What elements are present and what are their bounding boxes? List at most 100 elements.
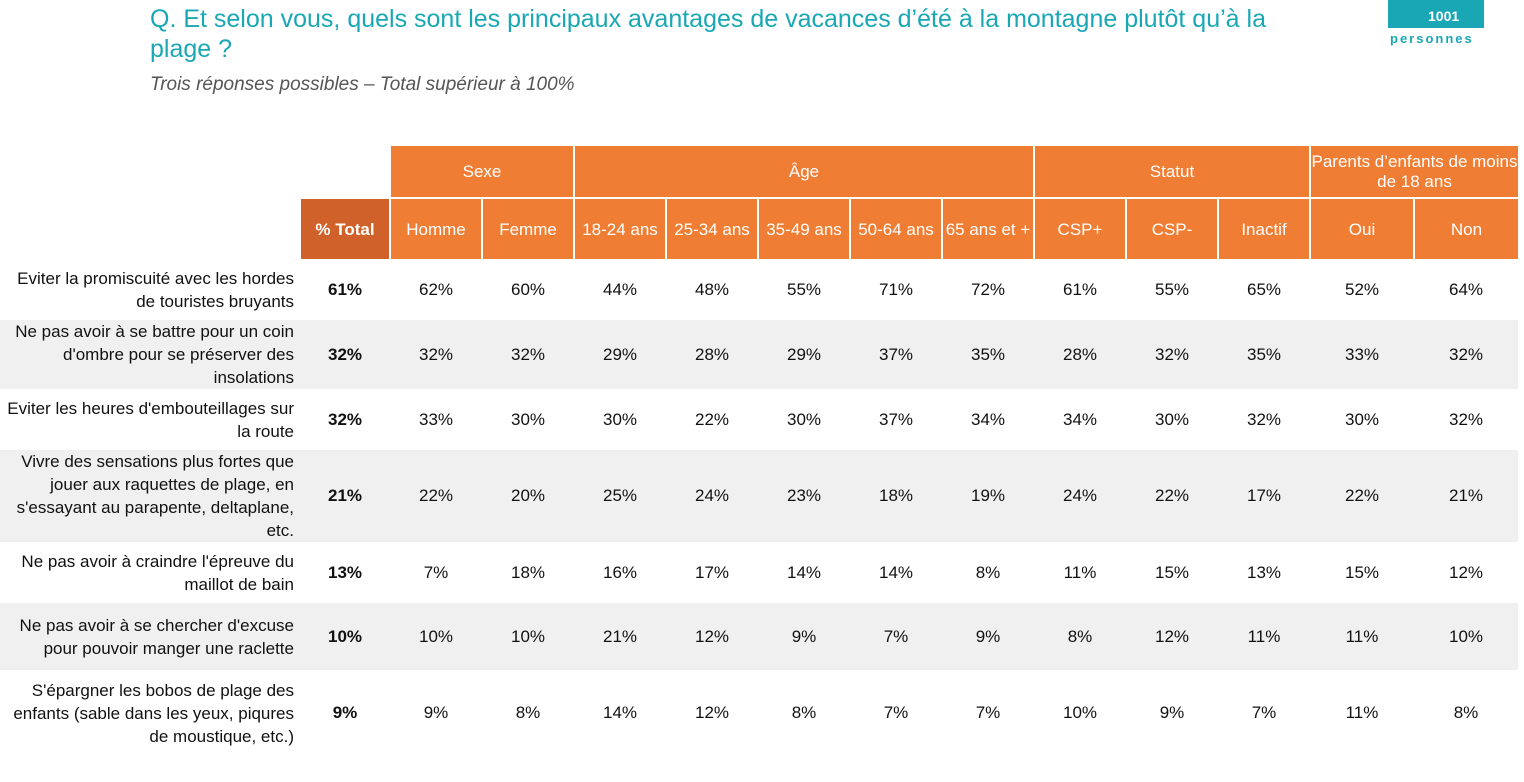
col-non: Non (1413, 197, 1518, 261)
total-cell: 10% (300, 600, 390, 672)
value-cell: 22% (390, 447, 482, 544)
value-cell: 10% (390, 600, 482, 672)
group-statut: Statut (1033, 146, 1310, 198)
row-label: Eviter les heures d'embouteillages sur l… (0, 389, 300, 449)
value-cell: 61% (1034, 259, 1126, 319)
value-cell: 12% (666, 670, 758, 754)
results-table: Sexe Âge Statut Parents d’enfants de moi… (0, 146, 1518, 754)
col-csp-minus: CSP- (1125, 197, 1218, 261)
value-cell: 10% (482, 600, 574, 672)
value-cell: 20% (482, 447, 574, 544)
value-cell: 30% (758, 389, 850, 449)
value-cell: 32% (1126, 317, 1218, 391)
value-cell: 11% (1310, 600, 1414, 672)
value-cell: 32% (390, 317, 482, 391)
row-label: Eviter la promiscuité avec les hordes de… (0, 259, 300, 319)
value-cell: 35% (1218, 317, 1310, 391)
value-cell: 48% (666, 259, 758, 319)
value-cell: 14% (574, 670, 666, 754)
value-cell: 15% (1310, 542, 1414, 602)
row-label: Vivre des sensations plus fortes que jou… (0, 447, 300, 544)
value-cell: 24% (666, 447, 758, 544)
value-cell: 37% (850, 317, 942, 391)
badge-number: 1001 (1428, 8, 1460, 24)
value-cell: 19% (942, 447, 1034, 544)
value-cell: 12% (666, 600, 758, 672)
value-cell: 7% (850, 600, 942, 672)
value-cell: 8% (758, 670, 850, 754)
group-header-row: Sexe Âge Statut Parents d’enfants de moi… (0, 146, 1518, 198)
value-cell: 32% (1414, 317, 1518, 391)
value-cell: 9% (942, 600, 1034, 672)
value-cell: 21% (1414, 447, 1518, 544)
total-cell: 13% (300, 542, 390, 602)
value-cell: 28% (1034, 317, 1126, 391)
col-total: % Total (299, 197, 390, 261)
value-cell: 30% (574, 389, 666, 449)
table-row: Vivre des sensations plus fortes que jou… (0, 447, 1518, 544)
col-oui: Oui (1309, 197, 1414, 261)
total-cell: 9% (300, 670, 390, 754)
col-csp-plus: CSP+ (1033, 197, 1126, 261)
value-cell: 10% (1414, 600, 1518, 672)
value-cell: 28% (666, 317, 758, 391)
value-cell: 17% (1218, 447, 1310, 544)
col-50-64: 50-64 ans (849, 197, 942, 261)
value-cell: 17% (666, 542, 758, 602)
value-cell: 16% (574, 542, 666, 602)
value-cell: 71% (850, 259, 942, 319)
value-cell: 52% (1310, 259, 1414, 319)
value-cell: 7% (390, 542, 482, 602)
col-18-24: 18-24 ans (573, 197, 666, 261)
total-cell: 32% (300, 317, 390, 391)
total-cell: 32% (300, 389, 390, 449)
value-cell: 18% (482, 542, 574, 602)
value-cell: 25% (574, 447, 666, 544)
value-cell: 14% (850, 542, 942, 602)
value-cell: 65% (1218, 259, 1310, 319)
table-row: Eviter les heures d'embouteillages sur l… (0, 389, 1518, 449)
table-row: Ne pas avoir à se chercher d'excuse pour… (0, 600, 1518, 672)
value-cell: 30% (1126, 389, 1218, 449)
value-cell: 7% (942, 670, 1034, 754)
question-subtitle: Trois réponses possibles – Total supérie… (150, 74, 575, 95)
value-cell: 9% (390, 670, 482, 754)
value-cell: 72% (942, 259, 1034, 319)
value-cell: 11% (1218, 600, 1310, 672)
col-homme: Homme (389, 197, 482, 261)
col-25-34: 25-34 ans (665, 197, 758, 261)
value-cell: 7% (850, 670, 942, 754)
value-cell: 37% (850, 389, 942, 449)
row-label: Ne pas avoir à craindre l'épreuve du mai… (0, 542, 300, 602)
value-cell: 32% (1414, 389, 1518, 449)
value-cell: 15% (1126, 542, 1218, 602)
column-header-row: % Total Homme Femme 18-24 ans 25-34 ans … (0, 197, 1518, 261)
badge-box (1388, 0, 1484, 28)
value-cell: 8% (1034, 600, 1126, 672)
col-65-plus: 65 ans et + (941, 197, 1034, 261)
value-cell: 23% (758, 447, 850, 544)
value-cell: 7% (1218, 670, 1310, 754)
table-row: Ne pas avoir à se battre pour un coin d'… (0, 317, 1518, 391)
value-cell: 8% (482, 670, 574, 754)
group-parents: Parents d’enfants de moins de 18 ans (1309, 146, 1518, 198)
table-body: Eviter la promiscuité avec les hordes de… (0, 259, 1518, 754)
value-cell: 62% (390, 259, 482, 319)
value-cell: 64% (1414, 259, 1518, 319)
value-cell: 9% (758, 600, 850, 672)
value-cell: 32% (1218, 389, 1310, 449)
col-femme: Femme (481, 197, 574, 261)
value-cell: 35% (942, 317, 1034, 391)
value-cell: 14% (758, 542, 850, 602)
question-title: Q. Et selon vous, quels sont les princip… (150, 5, 1266, 63)
row-label: S'épargner les bobos de plage des enfant… (0, 670, 300, 754)
value-cell: 24% (1034, 447, 1126, 544)
value-cell: 33% (1310, 317, 1414, 391)
value-cell: 12% (1126, 600, 1218, 672)
value-cell: 33% (390, 389, 482, 449)
value-cell: 22% (1310, 447, 1414, 544)
row-label: Ne pas avoir à se battre pour un coin d'… (0, 317, 300, 391)
value-cell: 18% (850, 447, 942, 544)
group-sexe: Sexe (389, 146, 574, 198)
value-cell: 55% (1126, 259, 1218, 319)
